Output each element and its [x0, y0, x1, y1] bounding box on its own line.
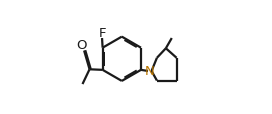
Text: O: O	[76, 38, 86, 51]
Text: F: F	[98, 27, 106, 40]
Text: N: N	[145, 65, 154, 78]
